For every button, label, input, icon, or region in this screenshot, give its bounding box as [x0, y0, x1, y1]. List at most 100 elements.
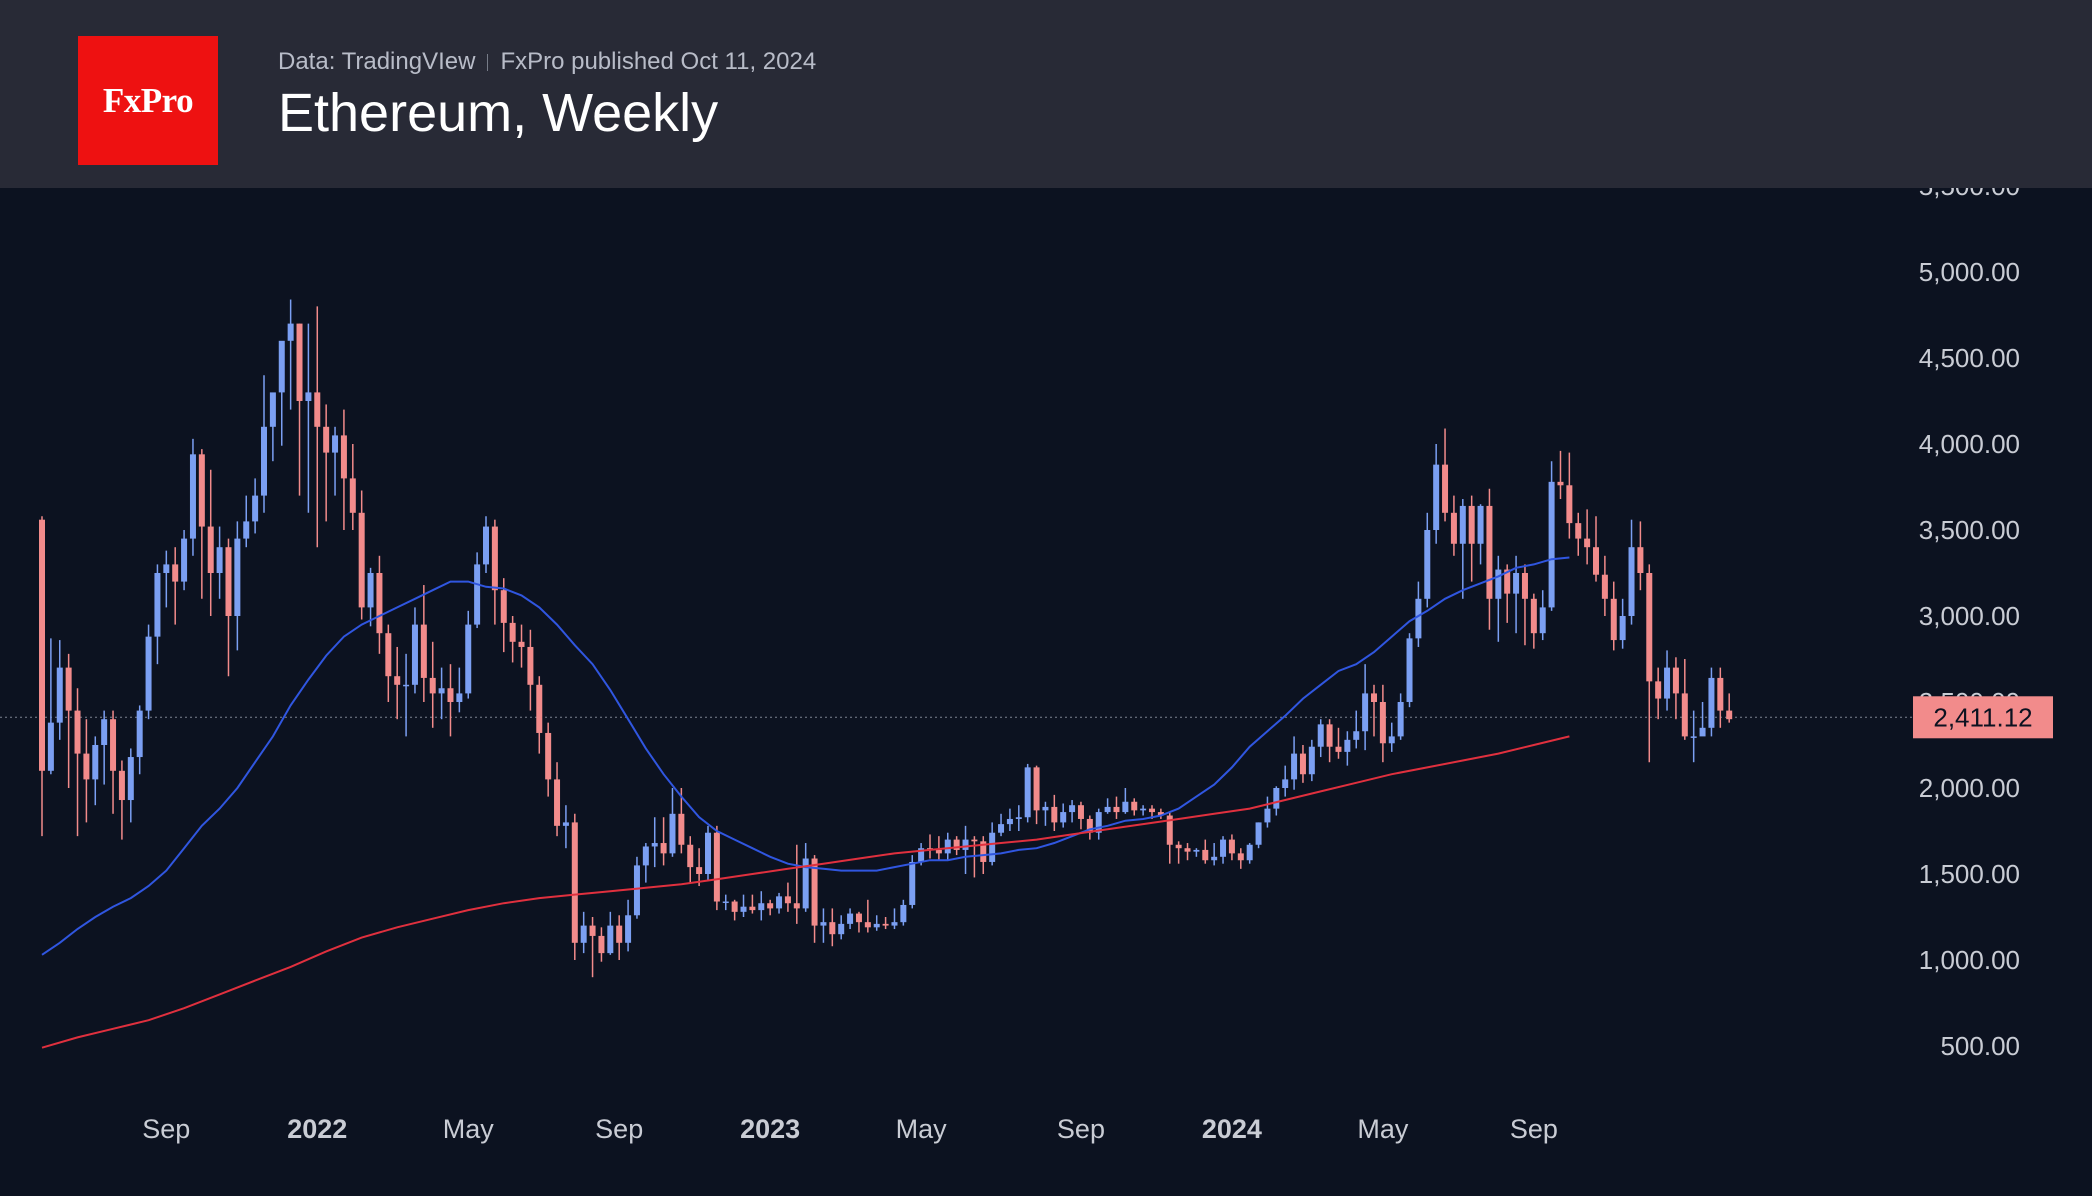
- candle-down: [118, 770, 125, 801]
- candle-down: [1299, 753, 1306, 775]
- candle-up: [838, 923, 845, 935]
- candle-down: [784, 896, 791, 904]
- candle-up: [92, 745, 99, 780]
- candle-down: [1557, 481, 1564, 486]
- y-tick-label: 5,000.00: [1919, 257, 2020, 287]
- candle-down: [1486, 505, 1493, 599]
- candle-down: [358, 512, 365, 608]
- candle-down: [855, 913, 862, 923]
- published-date: FxPro published Oct 11, 2024: [500, 48, 817, 75]
- x-month-label: May: [443, 1114, 495, 1144]
- x-year-label: 2024: [1202, 1114, 1262, 1144]
- ma-slow-line: [41, 735, 1570, 1049]
- last-price-tag: 2,411.12: [1913, 696, 2053, 739]
- candle-down: [1637, 547, 1644, 573]
- candle-up: [1291, 753, 1298, 780]
- candle-up: [1548, 481, 1555, 608]
- candle-up: [1424, 530, 1431, 599]
- candle-down: [1175, 844, 1182, 849]
- candle-down: [1113, 806, 1120, 813]
- candle-up: [474, 564, 481, 625]
- last-price-label: 2,411.12: [1933, 702, 2032, 732]
- candle-up: [367, 573, 374, 608]
- candle-down: [1530, 598, 1537, 634]
- candle-up: [847, 913, 854, 924]
- candle-down: [376, 573, 383, 634]
- meta-divider: [487, 53, 489, 71]
- candle-up: [1344, 739, 1351, 752]
- candle-up: [1397, 702, 1404, 737]
- candle-up: [145, 636, 152, 711]
- candle-down: [1610, 598, 1617, 641]
- candle-up: [944, 839, 951, 854]
- candle-down: [1655, 681, 1662, 699]
- candle-up: [47, 722, 54, 771]
- candle-down: [39, 519, 45, 771]
- candlestick-chart[interactable]: 500.001,000.001,500.002,000.002,500.003,…: [0, 188, 2092, 1196]
- candle-down: [1077, 805, 1084, 819]
- candle-up: [1069, 805, 1076, 813]
- candle-up: [722, 901, 729, 904]
- candle-up: [705, 832, 711, 874]
- candle-down: [394, 676, 401, 685]
- candle-down: [953, 839, 960, 850]
- candle-up: [216, 547, 223, 573]
- candle-down: [1326, 724, 1333, 747]
- candle-up: [1264, 808, 1271, 823]
- candle-down: [518, 641, 525, 647]
- candle-up: [918, 848, 925, 862]
- last-price-tag-bg: [1913, 696, 2053, 739]
- candle-down: [1184, 848, 1191, 852]
- chart-meta: Data: TradingVIew FxPro published Oct 11…: [278, 48, 816, 76]
- candle-down: [864, 922, 871, 928]
- candle-up: [989, 832, 996, 862]
- candle-down: [1033, 767, 1040, 811]
- candle-up: [1273, 788, 1280, 809]
- candle-down: [500, 590, 507, 623]
- candle-up: [642, 846, 649, 866]
- candle-down: [1442, 464, 1449, 513]
- candle-down: [660, 843, 667, 854]
- candle-up: [189, 454, 196, 539]
- candle-down: [731, 901, 738, 912]
- candle-down: [678, 813, 685, 845]
- candle-up: [1095, 812, 1102, 833]
- candle-up: [269, 392, 276, 427]
- candle-down: [1468, 505, 1475, 544]
- candle-down: [1566, 485, 1573, 524]
- candle-down: [811, 858, 818, 926]
- x-month-label: Sep: [595, 1114, 643, 1144]
- candle-up: [438, 688, 445, 694]
- candle-down: [829, 922, 836, 935]
- candle-up: [1015, 817, 1022, 819]
- candle-down: [1593, 547, 1599, 575]
- candle-down: [1450, 512, 1457, 544]
- candle-up: [873, 923, 880, 928]
- candle-up: [1495, 569, 1502, 599]
- candle-down: [225, 547, 232, 616]
- candle-down: [509, 622, 516, 642]
- y-tick-label: 3,000.00: [1919, 601, 2020, 631]
- candle-down: [571, 822, 578, 943]
- candle-up: [1060, 812, 1067, 823]
- y-tick-label: 500.00: [1940, 1031, 2020, 1061]
- candle-down: [1504, 569, 1511, 594]
- candle-down: [323, 426, 330, 453]
- candle-down: [349, 478, 356, 513]
- candle-down: [83, 753, 90, 780]
- candle-up: [1104, 806, 1111, 813]
- candle-up: [962, 839, 969, 850]
- candle-up: [465, 624, 472, 694]
- fxpro-logo: FxPro: [78, 36, 218, 165]
- candle-up: [101, 719, 108, 745]
- candle-up: [154, 573, 161, 637]
- candle-down: [74, 710, 81, 754]
- candle-down: [536, 684, 543, 733]
- candle-up: [1006, 818, 1013, 825]
- candles-layer: [39, 299, 1733, 978]
- data-source: Data: TradingVIew: [278, 48, 476, 75]
- candle-up: [411, 624, 418, 685]
- candle-up: [651, 843, 658, 847]
- y-axis: 500.001,000.001,500.002,000.002,500.003,…: [1919, 188, 2020, 1061]
- candle-down: [207, 526, 214, 573]
